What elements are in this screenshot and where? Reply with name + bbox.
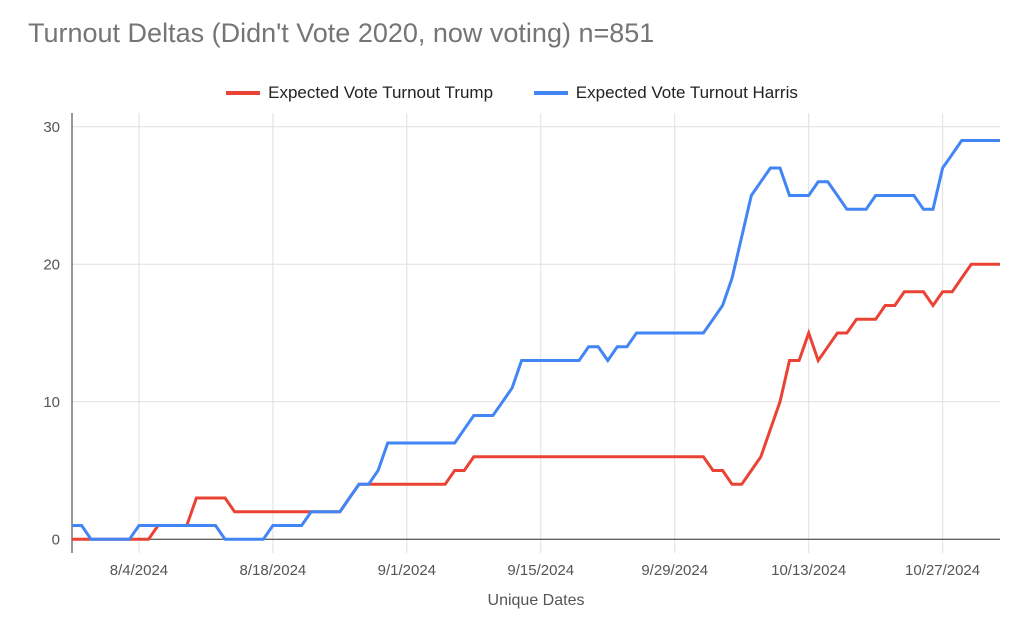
y-tick-label: 20 — [43, 256, 60, 273]
x-tick-label: 8/18/2024 — [240, 562, 307, 579]
x-tick-label: 10/13/2024 — [771, 562, 846, 579]
series-line-1 — [72, 141, 1000, 540]
x-axis-title: Unique Dates — [488, 592, 585, 609]
y-tick-label: 10 — [43, 394, 60, 411]
y-tick-label: 0 — [52, 531, 60, 548]
x-tick-label: 9/15/2024 — [507, 562, 574, 579]
x-tick-label: 9/29/2024 — [641, 562, 708, 579]
chart-root: Turnout Deltas (Didn't Vote 2020, now vo… — [0, 0, 1024, 633]
x-tick-label: 10/27/2024 — [905, 562, 980, 579]
y-tick-label: 30 — [43, 119, 60, 136]
x-tick-label: 8/4/2024 — [110, 562, 168, 579]
x-tick-label: 9/1/2024 — [378, 562, 436, 579]
plot-area: 0 10 20 30 8/4/2024 8/18/2024 9/1/2024 9/15/202… — [0, 0, 1024, 633]
